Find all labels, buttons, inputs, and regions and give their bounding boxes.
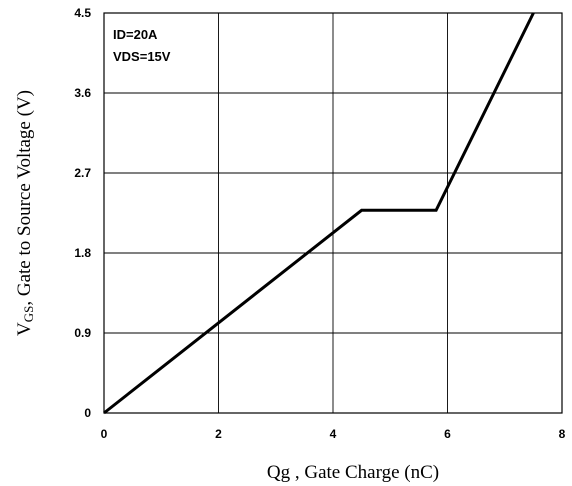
y-tick-label: 0.9 [74,326,91,340]
y-tick-label: 0 [84,406,91,420]
plot-frame [103,12,563,414]
condition-annotation: VDS=15V [113,49,171,64]
x-tick-label: 6 [444,427,451,441]
y-axis-title-rest: , Gate to Source Voltage (V) [14,90,35,306]
y-axis-title-main: V [14,322,35,336]
annotations: ID=20A VDS=15V [113,27,171,64]
x-tick-labels: 0 2 4 6 8 [101,427,566,441]
y-axis-title: VGS, Gate to Source Voltage (V) [14,90,36,336]
x-tick-label: 0 [101,427,108,441]
x-axis-title: Qg , Gate Charge (nC) [267,462,439,483]
series-line [103,12,535,415]
y-tick-label: 3.6 [74,86,91,100]
y-axis-title-subscript: GS [21,306,36,323]
y-tick-label: 1.8 [74,246,91,260]
series [103,12,535,415]
grid [103,12,563,414]
condition-annotation: ID=20A [113,27,158,42]
y-tick-label: 2.7 [74,166,91,180]
x-tick-label: 4 [330,427,337,441]
x-tick-label: 8 [559,427,566,441]
x-tick-label: 2 [215,427,222,441]
y-tick-labels: 0 0.9 1.8 2.7 3.6 4.5 [74,6,91,420]
y-tick-label: 4.5 [74,6,91,20]
